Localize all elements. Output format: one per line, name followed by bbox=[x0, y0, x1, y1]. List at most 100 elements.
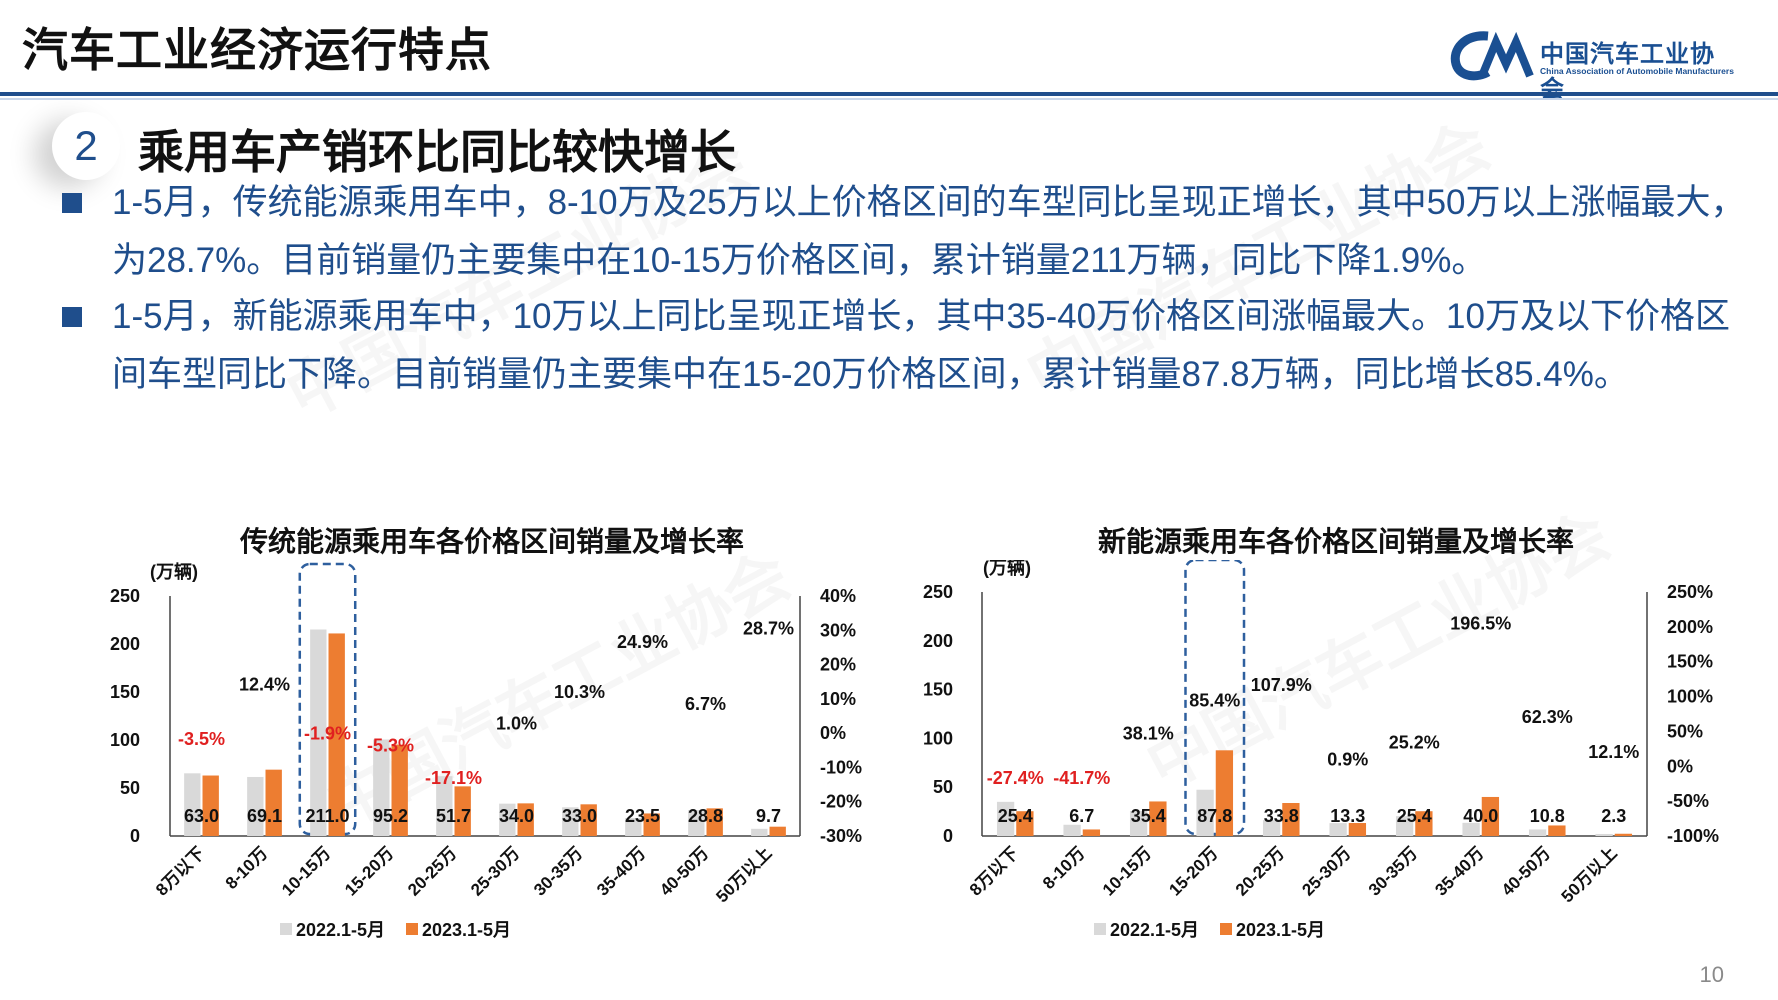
x-axis-category-label: 40-50万 bbox=[1498, 843, 1554, 899]
y-axis-tick-label: 50 bbox=[120, 778, 140, 798]
legend-label-2023: 2023.1-5月 bbox=[422, 920, 511, 940]
bar-2023 bbox=[1348, 823, 1367, 836]
bar-2022 bbox=[499, 803, 516, 836]
data-label-2023: 40.0 bbox=[1463, 806, 1498, 826]
section-title: 乘用车产销环比同比较快增长 bbox=[138, 126, 736, 178]
y2-axis-tick-label: 0% bbox=[820, 723, 846, 743]
y-axis-tick-label: 100 bbox=[110, 730, 140, 750]
legend-label-2022: 2022.1-5月 bbox=[296, 920, 385, 940]
chart-title-traditional: 传统能源乘用车各价格区间销量及增长率 bbox=[240, 526, 745, 557]
y-axis-tick-label: 250 bbox=[110, 586, 140, 606]
logo-chinese-name: 中国汽车工业协会 bbox=[1540, 41, 1715, 103]
bullet-text: 1-5月，新能源乘用车中，10万以上同比呈现正增长，其中35-40万价格区间涨幅… bbox=[112, 297, 1730, 394]
data-label-2023: 2.3 bbox=[1601, 806, 1626, 826]
bar-2023 bbox=[1415, 811, 1433, 836]
header-divider bbox=[0, 92, 1778, 96]
legend-swatch-2023 bbox=[406, 923, 418, 935]
bar-2022 bbox=[1196, 789, 1214, 836]
growth-rate-label: 62.3% bbox=[1522, 707, 1573, 727]
y2-axis-tick-label: 150% bbox=[1667, 652, 1713, 672]
bar-2022 bbox=[1262, 820, 1281, 836]
growth-rate-label: 196.5% bbox=[1450, 613, 1511, 633]
bar-2022 bbox=[1395, 816, 1414, 836]
y2-axis-tick-label: 10% bbox=[820, 689, 856, 709]
bullet-text: 1-5月，传统能源乘用车中，8-10万及25万以上价格区间的车型同比呈现正增长，… bbox=[112, 183, 1746, 280]
y-axis-tick-label: 50 bbox=[933, 777, 953, 797]
y2-axis-tick-label: 250% bbox=[1667, 582, 1713, 602]
caam-logo-icon bbox=[1450, 31, 1534, 81]
bar-2023 bbox=[643, 813, 660, 836]
bar-2023 bbox=[328, 633, 345, 836]
growth-rate-label: -5.3% bbox=[367, 735, 414, 755]
x-axis-category-label: 25-30万 bbox=[1298, 843, 1354, 899]
x-axis-category-label: 8-10万 bbox=[1039, 843, 1089, 893]
chart-title-nev: 新能源乘用车各价格区间销量及增长率 bbox=[1098, 526, 1575, 557]
legend-label-2022: 2022.1-5月 bbox=[1110, 920, 1199, 940]
bar-2023 bbox=[1282, 803, 1300, 836]
x-axis-category-label: 30-35万 bbox=[1365, 843, 1421, 899]
bar-2023 bbox=[1082, 829, 1101, 836]
y-axis-tick-label: 200 bbox=[923, 631, 953, 651]
legend-swatch-2023 bbox=[1220, 923, 1232, 935]
bar-2023 bbox=[1149, 801, 1167, 836]
data-label-2023: 13.3 bbox=[1330, 806, 1365, 826]
bar-2022 bbox=[373, 739, 390, 836]
page-number: 10 bbox=[1699, 962, 1724, 987]
growth-rate-label: 28.7% bbox=[743, 619, 794, 639]
data-label-2023: 25.4 bbox=[998, 806, 1033, 826]
x-axis-category-label: 8万以下 bbox=[152, 843, 208, 899]
chart-traditional-energy: (万辆) 0 50 100 150 200 250 -30% -20% -10% 0% 10% 20% 3… bbox=[110, 561, 862, 940]
data-label-2023: 23.5 bbox=[625, 806, 660, 826]
bar-2022 bbox=[1462, 822, 1480, 836]
bar-2023 bbox=[1614, 833, 1633, 836]
y2-axis-tick-label: 200% bbox=[1667, 617, 1713, 637]
growth-rate-label: 24.9% bbox=[617, 632, 668, 652]
bar-2022 bbox=[1329, 823, 1347, 836]
legend-swatch-2022 bbox=[1094, 923, 1106, 935]
bar-2023 bbox=[202, 775, 219, 836]
bar-2023 bbox=[391, 744, 408, 836]
x-axis-category-label: 10-15万 bbox=[278, 843, 334, 899]
data-label-2023: 69.1 bbox=[247, 806, 282, 826]
header-divider-light bbox=[0, 98, 1778, 100]
data-label-2023: 35.4 bbox=[1131, 806, 1166, 826]
bar-2023 bbox=[1548, 825, 1566, 836]
growth-rate-label: 6.7% bbox=[685, 694, 726, 714]
x-axis-category-label: 50万以上 bbox=[1558, 843, 1621, 906]
bullet-point: 1-5月，新能源乘用车中，10万以上同比呈现正增长，其中35-40万价格区间涨幅… bbox=[62, 288, 1762, 462]
data-label-2023: 95.2 bbox=[373, 806, 408, 826]
growth-rate-label: 85.4% bbox=[1189, 691, 1240, 711]
y2-axis-tick-label: 100% bbox=[1667, 687, 1713, 707]
x-axis-category-label: 35-40万 bbox=[1431, 843, 1487, 899]
data-label-2023: 87.8 bbox=[1197, 806, 1232, 826]
y2-axis-tick-label: 50% bbox=[1667, 721, 1703, 741]
bar-2023 bbox=[580, 804, 597, 836]
highlight-box bbox=[298, 562, 357, 836]
growth-rate-label: 0.9% bbox=[1327, 750, 1368, 770]
data-label-2023: 51.7 bbox=[436, 806, 471, 826]
x-axis-category-label: 50万以上 bbox=[712, 843, 775, 906]
bar-2022 bbox=[247, 776, 264, 836]
y-axis-tick-label: 100 bbox=[923, 728, 953, 748]
y2-axis-tick-label: 40% bbox=[820, 586, 856, 606]
y2-axis-tick-label: -50% bbox=[1667, 791, 1709, 811]
chart-new-energy: (万辆) 0 50 100 150 200 250 -100% -50% 0% 50% 100% 150… bbox=[923, 560, 1719, 940]
y2-axis-tick-label: -100% bbox=[1667, 826, 1719, 846]
data-label-2023: 25.4 bbox=[1397, 806, 1432, 826]
bar-2022 bbox=[1595, 833, 1613, 836]
y-axis-tick-label: 250 bbox=[923, 582, 953, 602]
x-axis-category-label: 8万以下 bbox=[966, 843, 1022, 899]
growth-rate-label: -3.5% bbox=[178, 729, 225, 749]
bar-2022 bbox=[1129, 811, 1148, 836]
x-axis-category-label: 15-20万 bbox=[1165, 843, 1221, 899]
growth-rate-label: -41.7% bbox=[1053, 768, 1110, 788]
growth-rate-label: -1.9% bbox=[304, 724, 351, 744]
bar-2022 bbox=[310, 629, 327, 836]
data-label-2023: 28.8 bbox=[688, 806, 723, 826]
bar-2023 bbox=[1016, 811, 1034, 836]
growth-rate-label: 1.0% bbox=[496, 714, 537, 734]
bar-2023 bbox=[1215, 750, 1234, 836]
bar-2023 bbox=[1481, 796, 1500, 836]
logo-english-name: China Association of Automobile Manufact… bbox=[1540, 66, 1734, 76]
growth-rate-label: -17.1% bbox=[425, 768, 482, 788]
